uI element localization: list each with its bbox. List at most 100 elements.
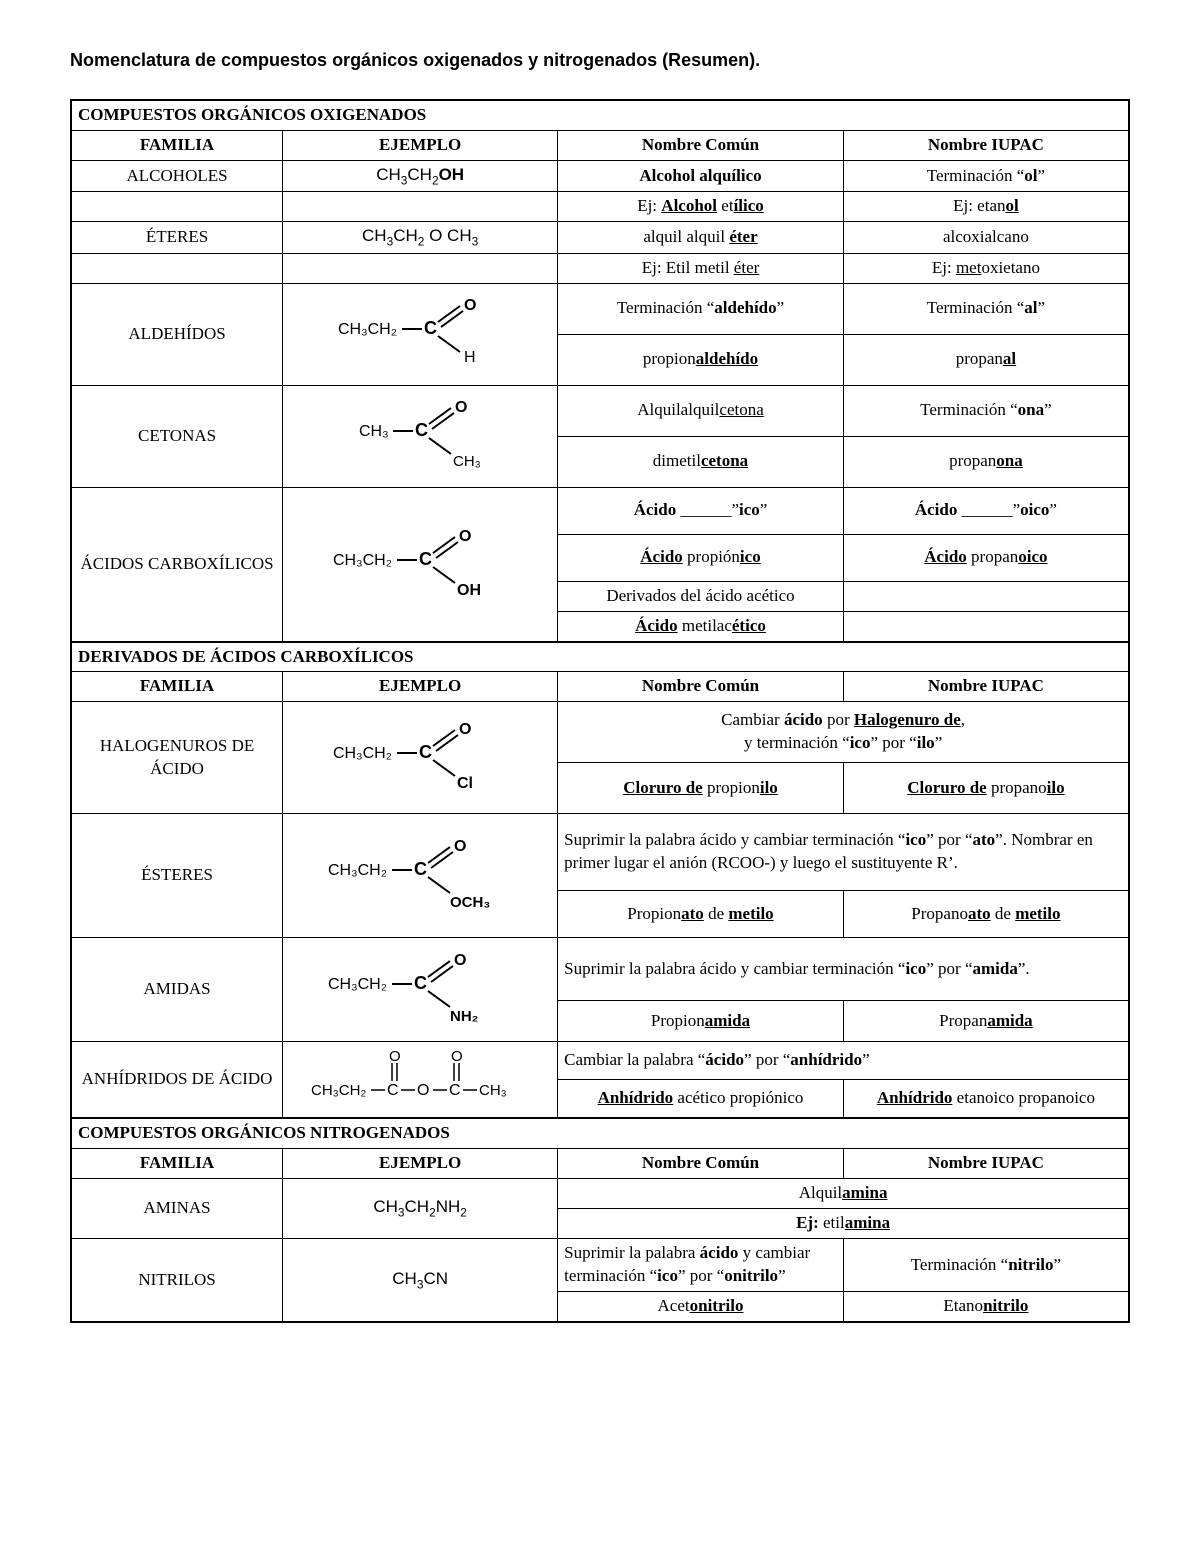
halogenuros-ni2: Cloruro de propanoilo [843, 763, 1129, 814]
amidas-fam: AMIDAS [71, 938, 283, 1042]
eteres-nc1: alquil alquil éter [558, 222, 844, 253]
alcoholes-nc1: Alcohol alquílico [558, 160, 844, 191]
acidos-ex: CH₃CH₂ C O OH [283, 487, 558, 641]
col-ejemplo-2: EJEMPLO [283, 672, 558, 702]
alcoholes-nc2: Ej: Alcohol etílico [558, 192, 844, 222]
cetonas-ni2: propanona [843, 436, 1129, 487]
anhidridos-nc2: Anhídrido acético propiónico [558, 1080, 844, 1119]
esteres-ex: CH₃CH₂ C O OCH₃ [283, 814, 558, 938]
col-familia-2: FAMILIA [71, 672, 283, 702]
cetonas-ex: CH₃ C O CH₃ [283, 385, 558, 487]
amidas-rule: Suprimir la palabra ácido y cambiar term… [558, 938, 1129, 1001]
anhidridos-rule: Cambiar la palabra “ácido” por “anhídrid… [558, 1042, 1129, 1080]
svg-text:C: C [424, 318, 437, 338]
esteres-ni2: Propanoato de metilo [843, 891, 1129, 938]
acidos-nc4: Ácido metilacético [558, 611, 844, 641]
acidos-fam: ÁCIDOS CARBOXÍLICOS [71, 487, 283, 641]
nitrilos-ni2: Etanonitrilo [843, 1291, 1129, 1321]
svg-text:O: O [455, 399, 467, 416]
svg-text:O: O [454, 838, 466, 855]
col-iupac: Nombre IUPAC [843, 130, 1129, 160]
svg-text:C: C [449, 1082, 461, 1099]
svg-text:CH₃CH₂: CH₃CH₂ [338, 321, 397, 338]
svg-text:O: O [451, 1048, 463, 1065]
section-oxigenados: COMPUESTOS ORGÁNICOS OXIGENADOS [71, 100, 1129, 130]
aldehidos-fam: ALDEHÍDOS [71, 283, 283, 385]
amidas-nc2: Propionamida [558, 1001, 844, 1042]
esteres-nc2: Propionato de metilo [558, 891, 844, 938]
cetonas-nc2: dimetilcetona [558, 436, 844, 487]
nitrilos-ex: CH3CN [283, 1239, 558, 1322]
halogenuros-rule: Cambiar ácido por Halogenuro de,y termin… [558, 702, 1129, 763]
esteres-fam: ÉSTERES [71, 814, 283, 938]
anhidridos-ex: CH₃CH₂ C O O C O CH₃ [283, 1042, 558, 1118]
svg-text:CH₃: CH₃ [453, 453, 481, 470]
aldehidos-ni1: Terminación “al” [843, 283, 1129, 334]
eteres-ni1: alcoxialcano [843, 222, 1129, 253]
aldehidos-nc1: Terminación “aldehído” [558, 283, 844, 334]
svg-text:NH₂: NH₂ [450, 1008, 478, 1025]
blank [843, 581, 1129, 611]
svg-text:O: O [417, 1082, 429, 1099]
svg-text:H: H [464, 349, 476, 366]
nitrilos-nc1: Suprimir la palabra ácido y cambiar term… [558, 1239, 844, 1292]
col-ejemplo: EJEMPLO [283, 130, 558, 160]
eteres-fam: ÉTERES [71, 222, 283, 253]
svg-text:C: C [419, 549, 432, 569]
alcoholes-ni1: Terminación “ol” [843, 160, 1129, 191]
anhidridos-fam: ANHÍDRIDOS DE ÁCIDO [71, 1042, 283, 1118]
aminas-r2: Ej: etilamina [558, 1209, 1129, 1239]
eteres-nc2: Ej: Etil metil éter [558, 253, 844, 283]
eteres-ni2: Ej: metoxietano [843, 253, 1129, 283]
anhydride-structure-icon: CH₃CH₂ C O O C O CH₃ [305, 1045, 535, 1114]
carboxylic-acid-structure-icon: CH₃CH₂ C O OH [325, 521, 515, 608]
acidos-nc1: Ácido ______”ico” [558, 487, 844, 534]
alcoholes-fam: ALCOHOLES [71, 160, 283, 191]
svg-text:C: C [414, 973, 427, 993]
blank [843, 611, 1129, 641]
svg-text:C: C [419, 742, 432, 762]
svg-text:CH₃CH₂: CH₃CH₂ [328, 862, 387, 879]
svg-text:C: C [415, 420, 428, 440]
nomenclature-table: COMPUESTOS ORGÁNICOS OXIGENADOS FAMILIA … [70, 99, 1130, 1323]
aldehidos-nc2: propionaldehído [558, 334, 844, 385]
halogenuros-nc2: Cloruro de propionilo [558, 763, 844, 814]
nitrilos-fam: NITRILOS [71, 1239, 283, 1322]
col-comun-3: Nombre Común [558, 1149, 844, 1179]
acidos-ni1: Ácido ______”oico” [843, 487, 1129, 534]
col-comun: Nombre Común [558, 130, 844, 160]
section-derivados: DERIVADOS DE ÁCIDOS CARBOXÍLICOS [71, 642, 1129, 672]
aldehyde-structure-icon: CH₃CH₂ C O H [330, 292, 510, 377]
svg-text:Cl: Cl [457, 775, 473, 792]
section-nitrogenados: COMPUESTOS ORGÁNICOS NITROGENADOS [71, 1118, 1129, 1148]
acidos-ni2: Ácido propanoico [843, 534, 1129, 581]
col-iupac-2: Nombre IUPAC [843, 672, 1129, 702]
ketone-structure-icon: CH₃ C O CH₃ [335, 394, 505, 479]
svg-text:O: O [459, 721, 471, 738]
nitrilos-ni1: Terminación “nitrilo” [843, 1239, 1129, 1292]
svg-text:OH: OH [457, 582, 481, 599]
cetonas-fam: CETONAS [71, 385, 283, 487]
alcoholes-ni2: Ej: etanol [843, 192, 1129, 222]
blank [283, 192, 558, 222]
svg-text:CH₃CH₂: CH₃CH₂ [328, 976, 387, 993]
svg-text:OCH₃: OCH₃ [450, 894, 490, 911]
svg-text:O: O [459, 528, 471, 545]
aminas-fam: AMINAS [71, 1179, 283, 1239]
aminas-ex: CH3CH2NH2 [283, 1179, 558, 1239]
svg-text:CH₃CH₂: CH₃CH₂ [333, 552, 392, 569]
aminas-r1: Alquilamina [558, 1179, 1129, 1209]
esteres-rule: Suprimir la palabra ácido y cambiar term… [558, 814, 1129, 891]
halogenuros-ex: CH₃CH₂ C O Cl [283, 702, 558, 814]
aldehidos-ni2: propanal [843, 334, 1129, 385]
svg-text:O: O [389, 1048, 401, 1065]
blank [71, 253, 283, 283]
col-familia: FAMILIA [71, 130, 283, 160]
acidos-nc3: Derivados del ácido acético [558, 581, 844, 611]
col-familia-3: FAMILIA [71, 1149, 283, 1179]
svg-text:O: O [464, 297, 476, 314]
amidas-ex: CH₃CH₂ C O NH₂ [283, 938, 558, 1042]
svg-text:C: C [414, 859, 427, 879]
acidos-nc2: Ácido propiónico [558, 534, 844, 581]
col-iupac-3: Nombre IUPAC [843, 1149, 1129, 1179]
